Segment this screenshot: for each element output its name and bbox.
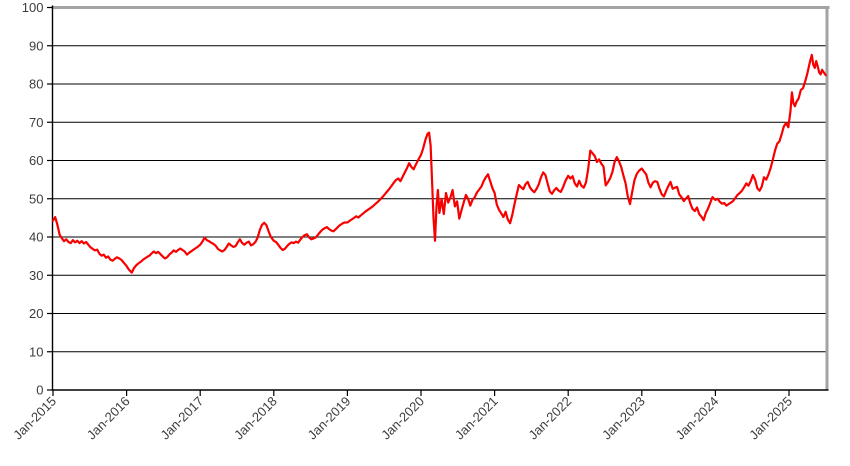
y-tick-label: 20 bbox=[29, 306, 43, 321]
y-tick-label: 70 bbox=[29, 115, 43, 130]
y-axis-labels: 0 10 20 30 40 50 60 70 80 90 100 bbox=[22, 0, 53, 398]
y-tick-label: 0 bbox=[36, 383, 43, 398]
y-tick-label: 90 bbox=[29, 38, 43, 53]
plot-frame-border bbox=[51, 6, 830, 390]
y-tick-label: 80 bbox=[29, 77, 43, 92]
y-tick-label: 50 bbox=[29, 191, 43, 206]
y-tick-label: 40 bbox=[29, 230, 43, 245]
y-tick-label: 100 bbox=[22, 0, 44, 15]
frame-right bbox=[825, 6, 829, 390]
y-tick-label: 10 bbox=[29, 344, 43, 359]
frame-top bbox=[51, 6, 830, 9]
gridlines bbox=[52, 45, 828, 353]
y-tick-label: 60 bbox=[29, 153, 43, 168]
data-series-line bbox=[51, 53, 827, 274]
y-tick-label: 30 bbox=[29, 268, 43, 283]
